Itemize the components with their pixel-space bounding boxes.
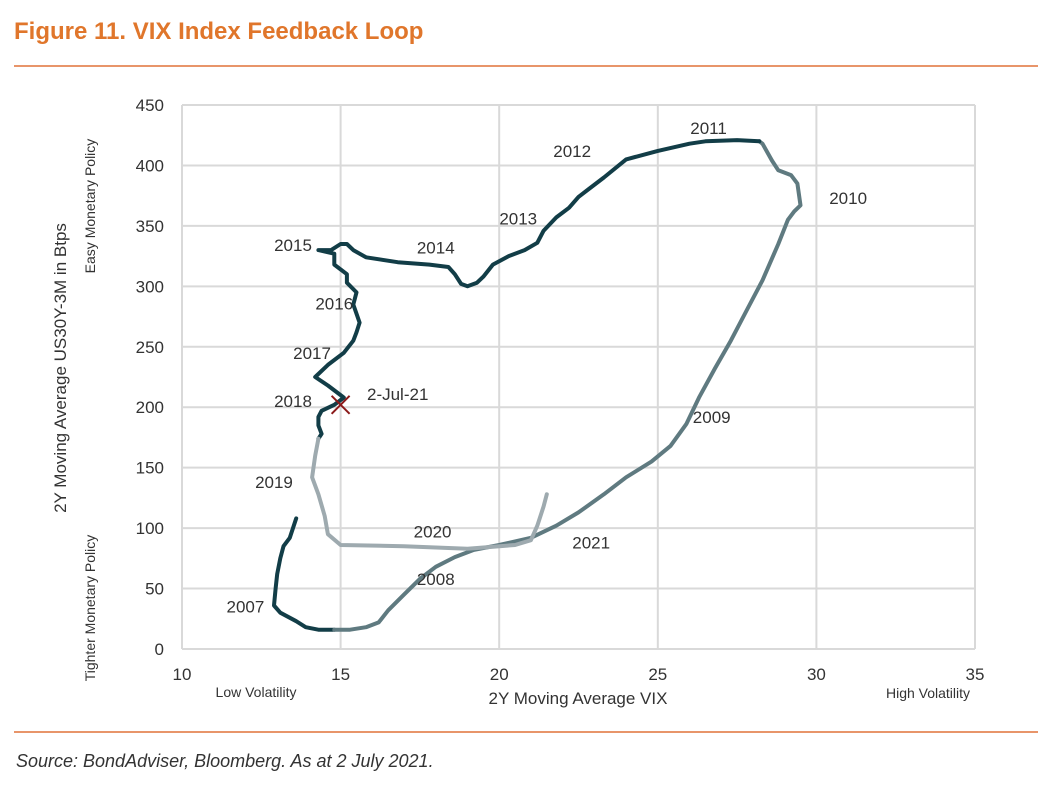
y-axis-label: 2Y Moving Average US30Y-3M in Btps: [51, 223, 70, 513]
y-tick-label: 350: [136, 217, 164, 236]
x-tick-label: 10: [173, 665, 192, 684]
x-tick-label: 20: [490, 665, 509, 684]
year-label: 2017: [293, 344, 331, 363]
year-label: 2015: [274, 236, 312, 255]
year-label: 2019: [255, 473, 293, 492]
year-label: 2020: [414, 523, 452, 542]
series-line-2008-2009: [332, 139, 803, 632]
x-tick-label: 35: [966, 665, 985, 684]
year-label: 2008: [417, 570, 455, 589]
y-tick-label: 400: [136, 156, 164, 175]
year-label: 2014: [417, 239, 455, 258]
chart: 0 50 100 150 200 250 300 350 400 450 10 15 20 25 30 35…: [51, 96, 985, 708]
x-axis-ticks: 10 15 20 25 30 35: [173, 665, 985, 684]
y-tick-label: 250: [136, 338, 164, 357]
series-line-2019-2021: [310, 436, 549, 551]
series-line-2011-2015: [313, 138, 762, 441]
title-divider: [14, 65, 1038, 67]
x-axis-label: 2Y Moving Average VIX: [489, 689, 668, 708]
x-annotation-high: High Volatility: [886, 685, 970, 701]
y-tick-label: 450: [136, 96, 164, 115]
year-label: 2013: [499, 210, 537, 229]
x-tick-label: 30: [807, 665, 826, 684]
year-label: 2011: [690, 119, 727, 138]
year-label: 2021: [572, 534, 610, 553]
marker-x-stroke: [330, 395, 351, 415]
y-annotation-low: Tighter Monetary Policy: [82, 535, 98, 682]
y-annotation-high: Easy Monetary Policy: [82, 139, 98, 274]
year-label: 2012: [553, 142, 591, 161]
figure-title: Figure 11. VIX Index Feedback Loop: [14, 18, 424, 45]
year-label: 2018: [274, 392, 312, 411]
y-tick-label: 50: [145, 580, 164, 599]
year-label: 2-Jul-21: [367, 385, 428, 404]
y-tick-label: 150: [136, 459, 164, 478]
year-label: 2010: [829, 189, 867, 208]
x-tick-label: 15: [331, 665, 350, 684]
source-divider: [14, 731, 1038, 733]
y-axis-ticks: 0 50 100 150 200 250 300 350 400 450: [136, 96, 164, 659]
x-tick-label: 25: [648, 665, 667, 684]
year-label: 2009: [693, 408, 731, 427]
y-tick-label: 0: [155, 640, 164, 659]
y-tick-label: 100: [136, 519, 164, 538]
year-label: 2016: [315, 294, 353, 313]
year-labels: 2007 2008 2009 2010 2011 2012 2013 2014 2015 2016…: [227, 119, 868, 617]
y-tick-label: 200: [136, 398, 164, 417]
current-marker: [330, 395, 351, 415]
gridlines: [181, 104, 976, 650]
year-label: 2007: [227, 598, 265, 617]
y-tick-label: 300: [136, 277, 164, 296]
series-lines: [272, 138, 803, 632]
series-line-2007-2008: [272, 516, 337, 632]
source-note: Source: BondAdviser, Bloomberg. As at 2 …: [16, 751, 434, 771]
x-annotation-low: Low Volatility: [216, 684, 297, 700]
